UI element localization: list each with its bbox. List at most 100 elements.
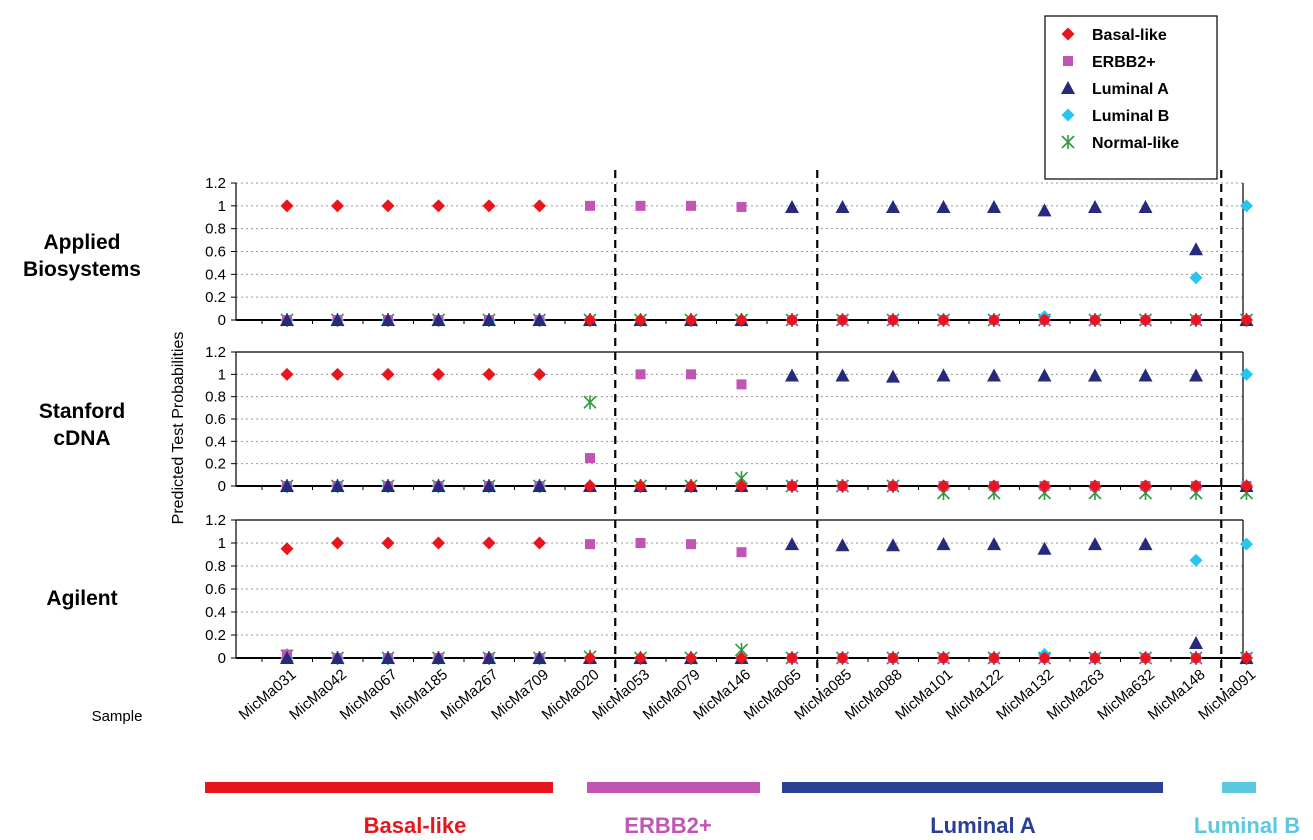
point-basal-like [381,367,395,381]
point-luminal-a [936,368,951,382]
y-tick-label: 0.4 [205,266,226,283]
y-tick-label: 0.2 [205,289,226,306]
point-luminal-a [381,313,395,326]
point-basal-like [583,479,597,493]
point-luminal-a [987,537,1001,551]
point-luminal-a [936,537,951,551]
point-luminal-a [785,368,799,382]
legend-label-basal-like: Basal-like [1092,27,1167,44]
point-luminal-a [1037,541,1052,555]
point-luminal-a [835,368,850,382]
point-erbb2 [686,200,696,211]
point-basal-like [533,536,546,550]
point-luminal-a [1138,368,1153,382]
point-basal-like [886,651,900,665]
point-luminal-b [1240,199,1253,213]
point-erbb2 [736,201,747,212]
point-basal-like [684,651,698,665]
point-basal-like [937,651,950,665]
point-basal-like [1240,479,1253,493]
legend-marker-basal-like [1061,27,1075,41]
legend-box [1044,15,1218,180]
point-basal-like [381,536,395,550]
point-basal-like [381,199,395,213]
point-basal-like [886,479,900,493]
point-luminal-a [431,313,446,326]
point-luminal-a [330,651,345,664]
point-basal-like [937,313,950,327]
panels: 1.2 1 0.8 0.6 0.4 0.2 0 1.2 1 0.8 0.6 0.4 0.2 0 1.2 1 0.… [205,170,1254,690]
point-basal-like [1240,313,1253,327]
legend: Basal-like ERBB2+ Luminal A Luminal B Normal… [1044,15,1218,180]
point-basal-like [1189,313,1203,327]
point-basal-like [785,479,799,493]
point-basal-like [1038,313,1051,327]
point-basal-like [836,313,849,327]
point-luminal-a [280,651,294,664]
point-erbb2 [736,547,747,558]
y-tick-label: 0.4 [205,433,226,450]
group-label-basal-like: Basal-like [364,813,467,838]
y-tick-label: 0.8 [205,558,226,575]
point-basal-like [1189,651,1203,665]
point-luminal-a [987,368,1001,382]
point-luminal-a [1088,368,1102,382]
y-tick-label: 0 [218,650,226,667]
point-basal-like [987,313,1001,327]
y-tick-label: 0.2 [205,456,226,473]
group-bar-luminal-b [1222,782,1256,793]
point-erbb2 [635,369,646,380]
point-basal-like [634,313,647,327]
panel-label-1-line-1: Applied [44,231,121,254]
point-basal-like [937,479,950,493]
point-basal-like [331,536,344,550]
y-tick-label: 0.4 [205,604,226,621]
point-basal-like [533,367,546,381]
point-luminal-a [886,199,900,213]
point-luminal-b [1189,553,1203,567]
point-basal-like [331,199,344,213]
legend-label-normal-like: Normal-like [1092,135,1179,152]
point-luminal-a [482,651,496,664]
point-basal-like [432,536,445,550]
point-basal-like [583,313,597,327]
panel-3: 1.2 1 0.8 0.6 0.4 0.2 0 [205,512,1254,667]
point-erbb2 [686,369,696,380]
legend-label-luminal-a: Luminal A [1092,81,1169,98]
point-luminal-b [1240,367,1253,381]
point-erbb2 [585,539,595,550]
point-luminal-a [835,538,850,552]
point-erbb2 [635,200,646,211]
point-basal-like [533,199,546,213]
point-basal-like [1189,479,1203,493]
point-luminal-a [987,199,1001,213]
point-luminal-a [1138,199,1153,213]
panel-label-2-line-2: cDNA [53,427,110,450]
panel-labels: Applied Biosystems Stanford cDNA Agilent [23,231,141,610]
y-tick-label: 1 [218,535,226,552]
y-axis-label: Predicted Test Probabilities [170,332,187,525]
legend-marker-luminal-a [1061,81,1075,94]
point-luminal-a [886,369,900,383]
point-basal-like [1088,651,1102,665]
x-axis-label: Sample [92,708,143,725]
legend-marker-luminal-b [1061,108,1075,122]
point-basal-like [1088,313,1102,327]
point-luminal-a [381,651,395,664]
group-bars: Basal-like ERBB2+ Luminal A Luminal B [205,782,1300,838]
point-basal-like [634,479,647,493]
point-basal-like [1038,479,1051,493]
point-luminal-a [532,479,547,492]
y-tick-label: 1.2 [205,175,226,192]
point-basal-like [735,313,748,327]
legend-label-erbb2: ERBB2+ [1092,54,1156,71]
point-basal-like [1088,479,1102,493]
y-tick-label: 1.2 [205,344,226,361]
y-tick-label: 1 [218,198,226,215]
panel-label-1-line-2: Biosystems [23,258,141,281]
y-tick-label: 0.8 [205,221,226,238]
point-luminal-a [1088,537,1102,551]
point-luminal-a [1037,368,1052,382]
point-basal-like [280,367,294,381]
